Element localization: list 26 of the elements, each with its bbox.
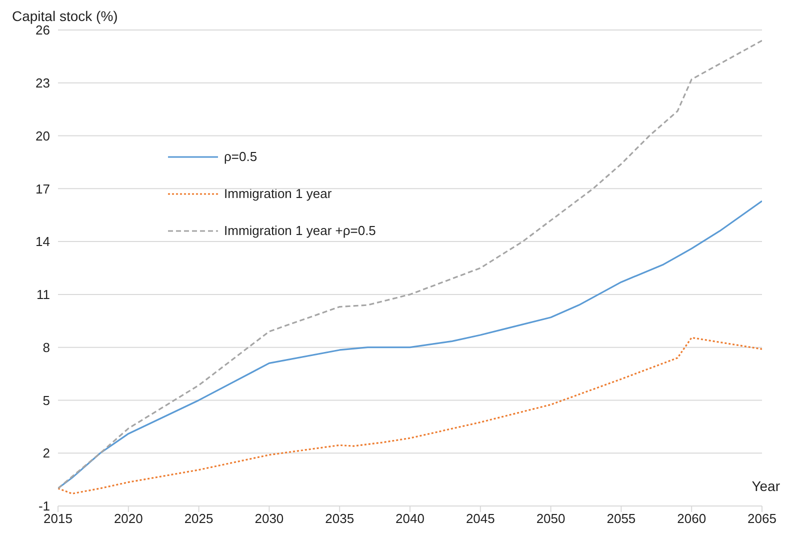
y-tick-label: 23 — [36, 76, 50, 91]
x-tick-label: 2060 — [677, 511, 706, 526]
y-tick-label: -1 — [38, 498, 50, 514]
x-tick-label: 2020 — [114, 511, 143, 526]
y-tick-label: 20 — [36, 128, 50, 144]
x-tick-label: 2055 — [606, 511, 636, 526]
legend-label: ρ=0.5 — [224, 149, 258, 164]
y-tick-label: 26 — [36, 22, 50, 38]
y-tick-label: 11 — [36, 287, 50, 302]
legend-label: Immigration 1 year +ρ=0.5 — [224, 223, 376, 238]
y-axis-title: Capital stock (%) — [12, 8, 118, 24]
y-tick-label: 17 — [36, 181, 50, 196]
x-tick-label: 2030 — [254, 511, 284, 526]
y-tick-label: 14 — [36, 234, 50, 250]
x-axis-title: Year — [752, 478, 780, 494]
y-tick-label: 2 — [42, 446, 50, 461]
x-tick-label: 2065 — [748, 511, 776, 526]
y-tick-label: 8 — [42, 340, 50, 355]
x-tick-label: 2050 — [536, 511, 566, 526]
x-tick-label: 2045 — [466, 511, 495, 526]
x-tick-label: 2025 — [184, 511, 214, 526]
legend-label: Immigration 1 year — [224, 186, 332, 201]
x-tick-label: 2015 — [44, 511, 72, 526]
x-tick-label: 2040 — [396, 511, 424, 526]
x-tick-label: 2035 — [325, 511, 354, 526]
y-tick-label: 5 — [42, 392, 50, 408]
